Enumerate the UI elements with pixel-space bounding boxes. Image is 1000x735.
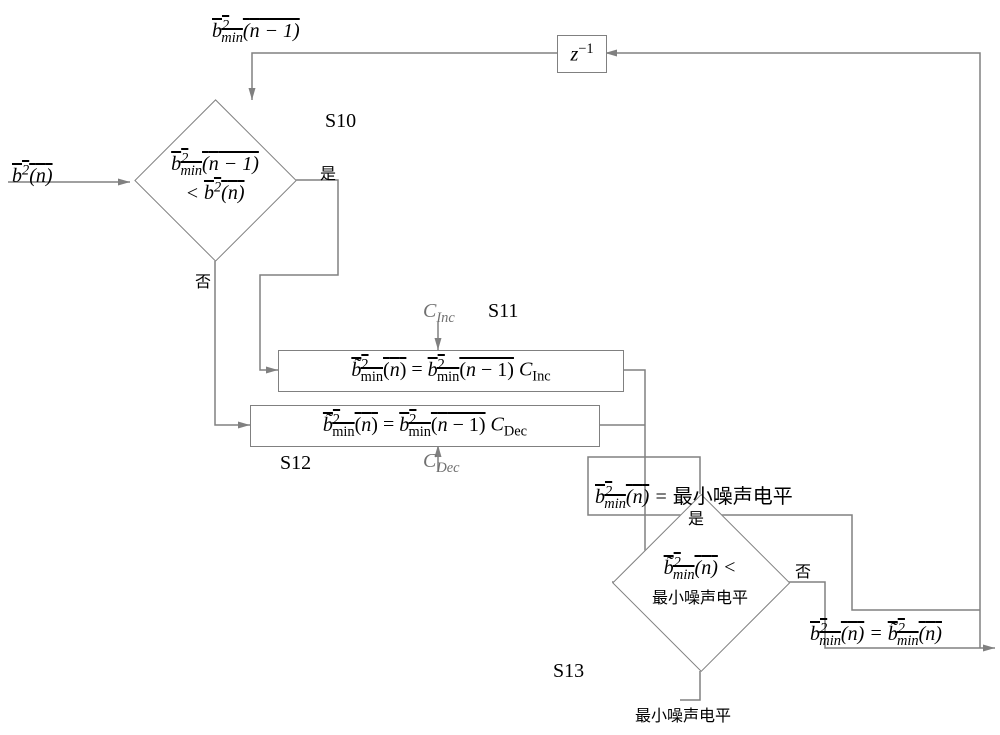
input-label: b2(n): [12, 162, 53, 188]
c-dec-label: CDec: [423, 450, 460, 477]
s10-yes: 是: [320, 160, 336, 184]
step-s13: S13: [553, 660, 584, 683]
delay-block: z−1: [557, 35, 607, 73]
process-s11-eq: b̃2min(n) = b2min(n − 1) CInc: [351, 356, 550, 386]
process-s12: b̃2min(n) = b2min(n − 1) CDec: [250, 405, 600, 447]
s13-yes: 是: [688, 505, 704, 529]
noise-floor-input: 最小噪声电平: [635, 702, 731, 726]
step-s11: S11: [488, 300, 518, 323]
output-eq: b2min(n) = b̃2min(n): [810, 620, 942, 650]
s10-no: 否: [195, 268, 211, 292]
s13-condition: b̃2min(n) <最小噪声电平: [630, 554, 770, 609]
c-inc-label: CInc: [423, 300, 455, 327]
step-s12: S12: [280, 452, 311, 475]
process-s11: b̃2min(n) = b2min(n − 1) CInc: [278, 350, 624, 392]
feedback-label: b2min(n − 1): [212, 17, 300, 47]
s10-condition: b2min(n − 1)< b2(n): [145, 150, 285, 205]
step-s10: S10: [325, 110, 356, 133]
delay-label: z−1: [570, 41, 593, 67]
process-s12-eq: b̃2min(n) = b2min(n − 1) CDec: [323, 411, 527, 441]
s13-no: 否: [795, 558, 811, 582]
